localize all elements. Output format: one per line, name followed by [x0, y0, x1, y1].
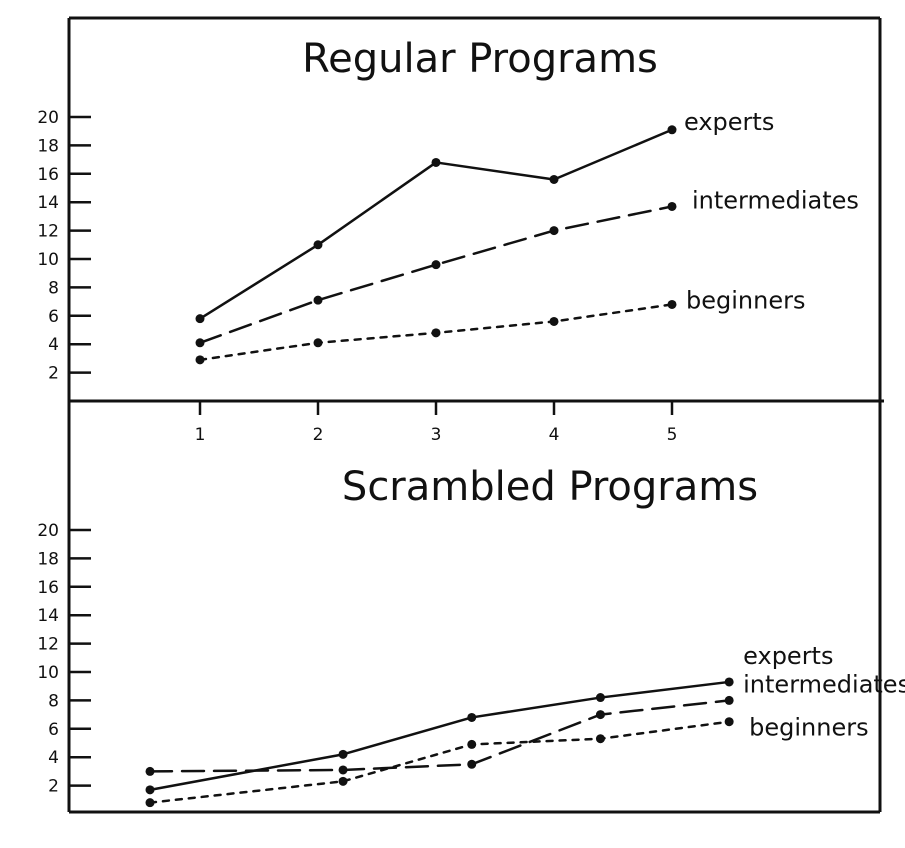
scrambled-beginners-point — [724, 717, 734, 727]
regular-x-tick-label: 5 — [667, 425, 678, 445]
regular-intermediates-point — [431, 260, 441, 270]
scrambled-y-tick-label: 16 — [37, 578, 59, 598]
scrambled-intermediates-point — [145, 766, 155, 776]
scrambled-beginners-point — [467, 739, 477, 749]
scrambled-y-tick-label: 10 — [37, 663, 59, 683]
regular-beginners-point — [313, 338, 323, 348]
regular-experts-point — [667, 125, 677, 135]
regular-intermediates-label: intermediates — [692, 186, 859, 214]
regular-y-tick-label: 10 — [37, 250, 59, 270]
scrambled-intermediates-label: intermediates — [743, 670, 905, 698]
scrambled-y-tick-label: 2 — [48, 777, 59, 797]
scrambled-beginners-label: beginners — [749, 714, 868, 742]
regular-experts-point — [195, 314, 205, 324]
regular-intermediates-point — [549, 226, 559, 236]
regular-y-tick-label: 2 — [48, 364, 59, 384]
scrambled-experts-point — [724, 677, 734, 687]
regular-y-tick-label: 12 — [37, 222, 59, 242]
regular-y-tick-label: 16 — [37, 165, 59, 185]
regular-x-tick-label: 1 — [195, 425, 206, 445]
scrambled-experts-label: experts — [743, 642, 833, 670]
scrambled-experts-line — [148, 680, 731, 792]
regular-y-tick-label: 20 — [37, 108, 59, 128]
scrambled-y-tick-label: 6 — [48, 720, 59, 740]
scrambled-y-tick-label: 20 — [37, 521, 59, 541]
scrambled-beginners-point — [595, 734, 605, 744]
regular-x-tick-label: 2 — [313, 425, 324, 445]
regular-beginners-point — [667, 299, 677, 309]
regular-beginners-point — [431, 328, 441, 338]
scrambled-experts-point — [467, 712, 477, 722]
scrambled-experts-point — [338, 749, 348, 759]
regular-experts-point — [313, 240, 323, 250]
regular-y-tick-label: 14 — [37, 193, 59, 213]
scrambled-y-tick-label: 12 — [37, 635, 59, 655]
scrambled-y-tick-label: 18 — [37, 549, 59, 569]
scrambled-intermediates-point — [595, 710, 605, 720]
scrambled-y-tick-label: 14 — [37, 606, 59, 626]
scrambled-chart-title: Scrambled Programs — [342, 464, 758, 510]
scrambled-intermediates-point — [467, 759, 477, 769]
scrambled-y-tick-label: 8 — [48, 691, 59, 711]
regular-x-tick-label: 4 — [549, 425, 560, 445]
scrambled-intermediates-point — [724, 695, 734, 705]
regular-beginners-point — [549, 316, 559, 326]
regular-chart-title: Regular Programs — [302, 36, 658, 82]
regular-x-tick-label: 3 — [431, 425, 442, 445]
scrambled-intermediates-point — [338, 765, 348, 775]
regular-beginners-label: beginners — [686, 286, 805, 314]
regular-experts-point — [431, 157, 441, 167]
scrambled-intermediates-line — [148, 699, 731, 773]
regular-y-tick-label: 4 — [48, 335, 59, 355]
scrambled-beginners-point — [338, 776, 348, 786]
scrambled-beginners-line — [148, 720, 731, 804]
regular-experts-point — [549, 174, 559, 184]
regular-y-tick-label: 18 — [37, 136, 59, 156]
regular-experts-label: experts — [684, 108, 774, 136]
regular-y-tick-label: 8 — [48, 278, 59, 298]
regular-beginners-point — [195, 355, 205, 365]
regular-intermediates-point — [667, 201, 677, 211]
regular-intermediates-point — [195, 338, 205, 348]
scrambled-beginners-point — [145, 798, 155, 808]
regular-y-tick-label: 6 — [48, 307, 59, 327]
regular-intermediates-line — [198, 205, 674, 345]
scrambled-experts-point — [145, 785, 155, 795]
scrambled-y-tick-label: 4 — [48, 748, 59, 768]
scrambled-experts-point — [595, 693, 605, 703]
regular-intermediates-point — [313, 295, 323, 305]
